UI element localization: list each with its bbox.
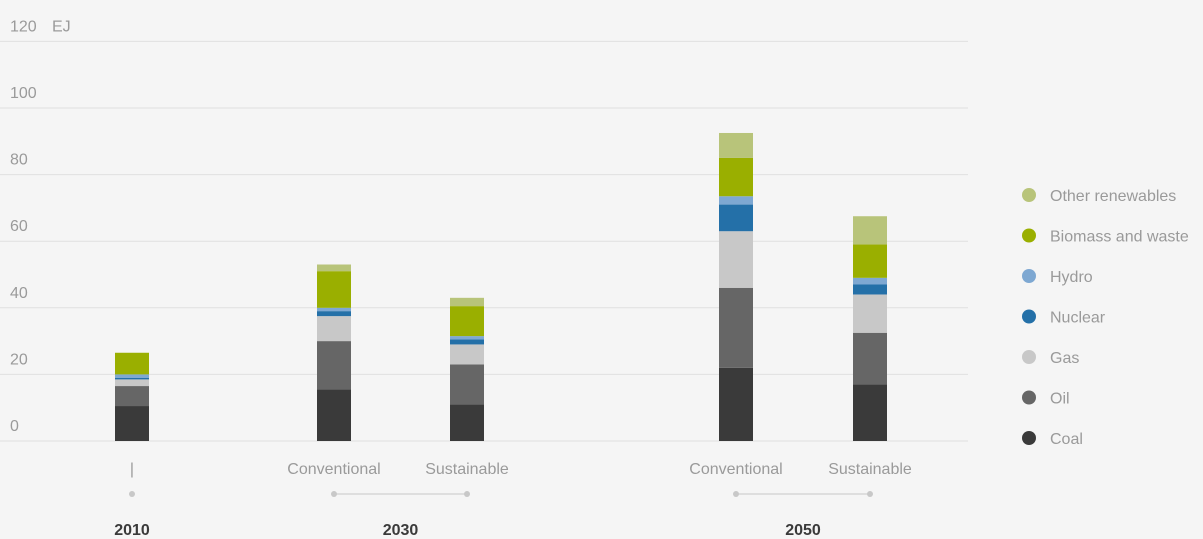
legend-label: Biomass and waste	[1050, 229, 1189, 246]
bar-segment-other-renewables	[719, 132, 753, 158]
legend: Other renewables Biomass and waste Hydro Nu…	[1022, 188, 1189, 448]
bar-segment-hydro	[115, 374, 149, 378]
y-tick-label: 40	[10, 285, 28, 302]
bar-segment-nuclear	[719, 204, 753, 232]
group-label: 2010	[114, 522, 150, 539]
category-labels: | Conventional Sustainable Conventional Sust…	[130, 461, 912, 478]
group-dot	[733, 491, 739, 497]
category-label: |	[130, 461, 134, 478]
bar-segment-biomass-and-waste	[317, 271, 351, 308]
bar-segment-gas	[450, 344, 484, 365]
bar-segment-oil	[450, 364, 484, 405]
group-dot	[464, 491, 470, 497]
bar-segment-biomass-and-waste	[450, 306, 484, 337]
category-label: Sustainable	[425, 461, 509, 478]
bar-segment-oil	[719, 287, 753, 368]
y-tick-label: 80	[10, 152, 28, 169]
bar-segment-gas	[317, 316, 351, 342]
bar-segment-other-renewables	[450, 297, 484, 307]
bar-segment-nuclear	[115, 377, 149, 380]
group-labels: 2010 2030 2050	[114, 491, 873, 539]
category-label: Conventional	[287, 461, 380, 478]
bar-segment-oil	[317, 341, 351, 390]
group-label: 2030	[383, 522, 419, 539]
legend-swatch	[1022, 188, 1036, 202]
y-tick-label: 60	[10, 218, 28, 235]
bar-segment-gas	[719, 231, 753, 288]
y-axis-unit: EJ	[52, 18, 71, 35]
bar-segment-hydro	[719, 196, 753, 205]
bar-segment-nuclear	[317, 311, 351, 317]
bar-segment-biomass-and-waste	[115, 352, 149, 375]
group-dot	[331, 491, 337, 497]
bar-segment-biomass-and-waste	[853, 244, 887, 278]
bar-segment-other-renewables	[853, 216, 887, 245]
group-dot	[867, 491, 873, 497]
bar-segment-gas	[115, 379, 149, 387]
category-label: Conventional	[689, 461, 782, 478]
bar-segment-nuclear	[450, 339, 484, 345]
group-label: 2050	[785, 522, 821, 539]
bar-segment-gas	[853, 294, 887, 333]
bar-segment-other-renewables	[317, 264, 351, 272]
legend-swatch	[1022, 350, 1036, 364]
legend-label: Gas	[1050, 350, 1079, 367]
y-axis-ticks: EJ 0 20 40 60 80 100 120	[10, 18, 71, 435]
legend-label: Hydro	[1050, 269, 1093, 286]
bar-segment-coal	[853, 384, 887, 441]
legend-label: Other renewables	[1050, 188, 1176, 205]
bar-segment-hydro	[450, 336, 484, 340]
legend-swatch	[1022, 431, 1036, 445]
bar-segment-hydro	[853, 277, 887, 285]
legend-swatch	[1022, 309, 1036, 324]
bar-segment-biomass-and-waste	[719, 157, 753, 197]
group-dot	[129, 491, 135, 497]
bar-segment-oil	[853, 332, 887, 385]
y-tick-label: 0	[10, 418, 19, 435]
bar-segment-nuclear	[853, 284, 887, 295]
legend-label: Coal	[1050, 431, 1083, 448]
bars	[115, 132, 887, 441]
bar-segment-oil	[115, 386, 149, 407]
legend-swatch	[1022, 228, 1036, 243]
bar-segment-coal	[317, 389, 351, 441]
legend-swatch	[1022, 269, 1036, 283]
legend-label: Oil	[1050, 391, 1070, 408]
y-tick-label: 120	[10, 18, 37, 35]
bar-segment-coal	[719, 367, 753, 441]
y-tick-label: 20	[10, 351, 28, 368]
bar-segment-coal	[115, 406, 149, 441]
legend-label: Nuclear	[1050, 310, 1106, 327]
bar-segment-coal	[450, 404, 484, 441]
legend-swatch	[1022, 390, 1036, 405]
category-label: Sustainable	[828, 461, 912, 478]
y-tick-label: 100	[10, 85, 37, 102]
bar-segment-hydro	[317, 307, 351, 312]
